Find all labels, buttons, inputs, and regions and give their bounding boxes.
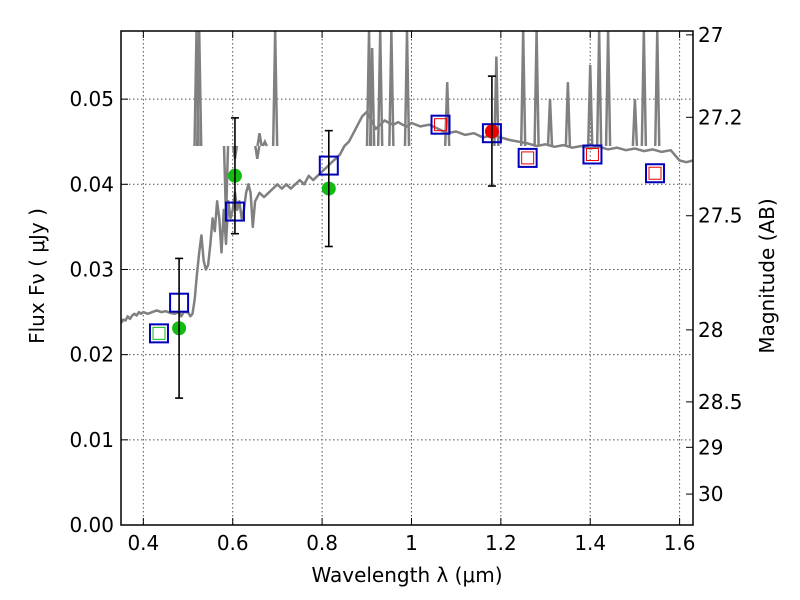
emission-line-spike bbox=[443, 82, 451, 147]
mag-tick-label: 28 bbox=[698, 318, 723, 342]
y-tick-label: 0.03 bbox=[69, 257, 114, 281]
emission-line-spike bbox=[533, 31, 540, 147]
emission-line-spike bbox=[519, 31, 527, 147]
emission-line-spike bbox=[261, 138, 269, 147]
y-tick-label: 0.00 bbox=[69, 513, 114, 537]
emission-line-spike bbox=[493, 56, 500, 147]
emission-line-spike bbox=[631, 99, 639, 147]
emission-line-spike bbox=[388, 31, 395, 147]
mag-tick-label: 30 bbox=[698, 482, 723, 506]
mag-tick-label: 29 bbox=[698, 435, 723, 459]
inner-marker bbox=[521, 151, 535, 165]
x-tick-label: 0.8 bbox=[306, 531, 338, 555]
y-tick-label: 0.05 bbox=[69, 87, 114, 111]
emission-line-spike bbox=[640, 31, 648, 147]
plot-frame bbox=[120, 30, 694, 526]
emission-line-spike bbox=[595, 31, 603, 147]
model-photometry-box bbox=[430, 114, 451, 135]
model-photometry-box bbox=[517, 147, 538, 168]
mag-tick-label: 27 bbox=[698, 23, 723, 47]
inner-marker bbox=[152, 326, 166, 340]
x-tick-label: 0.6 bbox=[217, 531, 249, 555]
mag-tick-label: 28.5 bbox=[698, 390, 743, 414]
emission-line-spike bbox=[271, 31, 279, 147]
y-tick-label: 0.01 bbox=[69, 428, 114, 452]
y-axis-title: Flux Fν ( μJy ) bbox=[25, 208, 49, 344]
y-tick-label: 0.02 bbox=[69, 343, 114, 367]
emission-line-spike bbox=[403, 31, 411, 147]
x-tick-label: 1.6 bbox=[664, 531, 696, 555]
model-photometry-box bbox=[582, 144, 603, 165]
emission-line-spike bbox=[195, 31, 203, 147]
x-tick-label: 1.2 bbox=[485, 531, 517, 555]
emission-line-spike bbox=[256, 133, 263, 147]
plot-area bbox=[121, 31, 693, 399]
axis-ticks: 0.4 0.6 0.8 1 1.2 1.4 1.6 0.00 0.01 0.02 0.03 0.04 0… bbox=[69, 23, 742, 555]
x-tick-label: 1 bbox=[405, 531, 418, 555]
y2-axis-title: Magnitude (AB) bbox=[755, 198, 779, 353]
emission-line-spike bbox=[654, 31, 661, 147]
emission-line-spike bbox=[376, 31, 384, 147]
mag-tick-label: 27.2 bbox=[698, 105, 743, 129]
emission-line-spike bbox=[254, 145, 261, 159]
inner-marker bbox=[585, 148, 599, 161]
emission-line-spike bbox=[586, 65, 594, 147]
x-tick-label: 1.4 bbox=[574, 531, 606, 555]
x-tick-label: 0.4 bbox=[127, 531, 159, 555]
emission-line-spike bbox=[604, 31, 612, 147]
emission-line-spike bbox=[368, 48, 376, 147]
x-axis-title: Wavelength λ (μm) bbox=[311, 563, 502, 587]
inner-marker bbox=[648, 166, 662, 180]
mag-tick-label: 27.5 bbox=[698, 204, 743, 228]
model-photometry-box bbox=[148, 323, 169, 344]
model-photometry-box bbox=[645, 163, 666, 184]
emission-line-spike bbox=[546, 99, 554, 147]
y-tick-label: 0.04 bbox=[69, 172, 114, 196]
emission-line-spike bbox=[564, 82, 572, 147]
inner-marker bbox=[434, 118, 448, 132]
